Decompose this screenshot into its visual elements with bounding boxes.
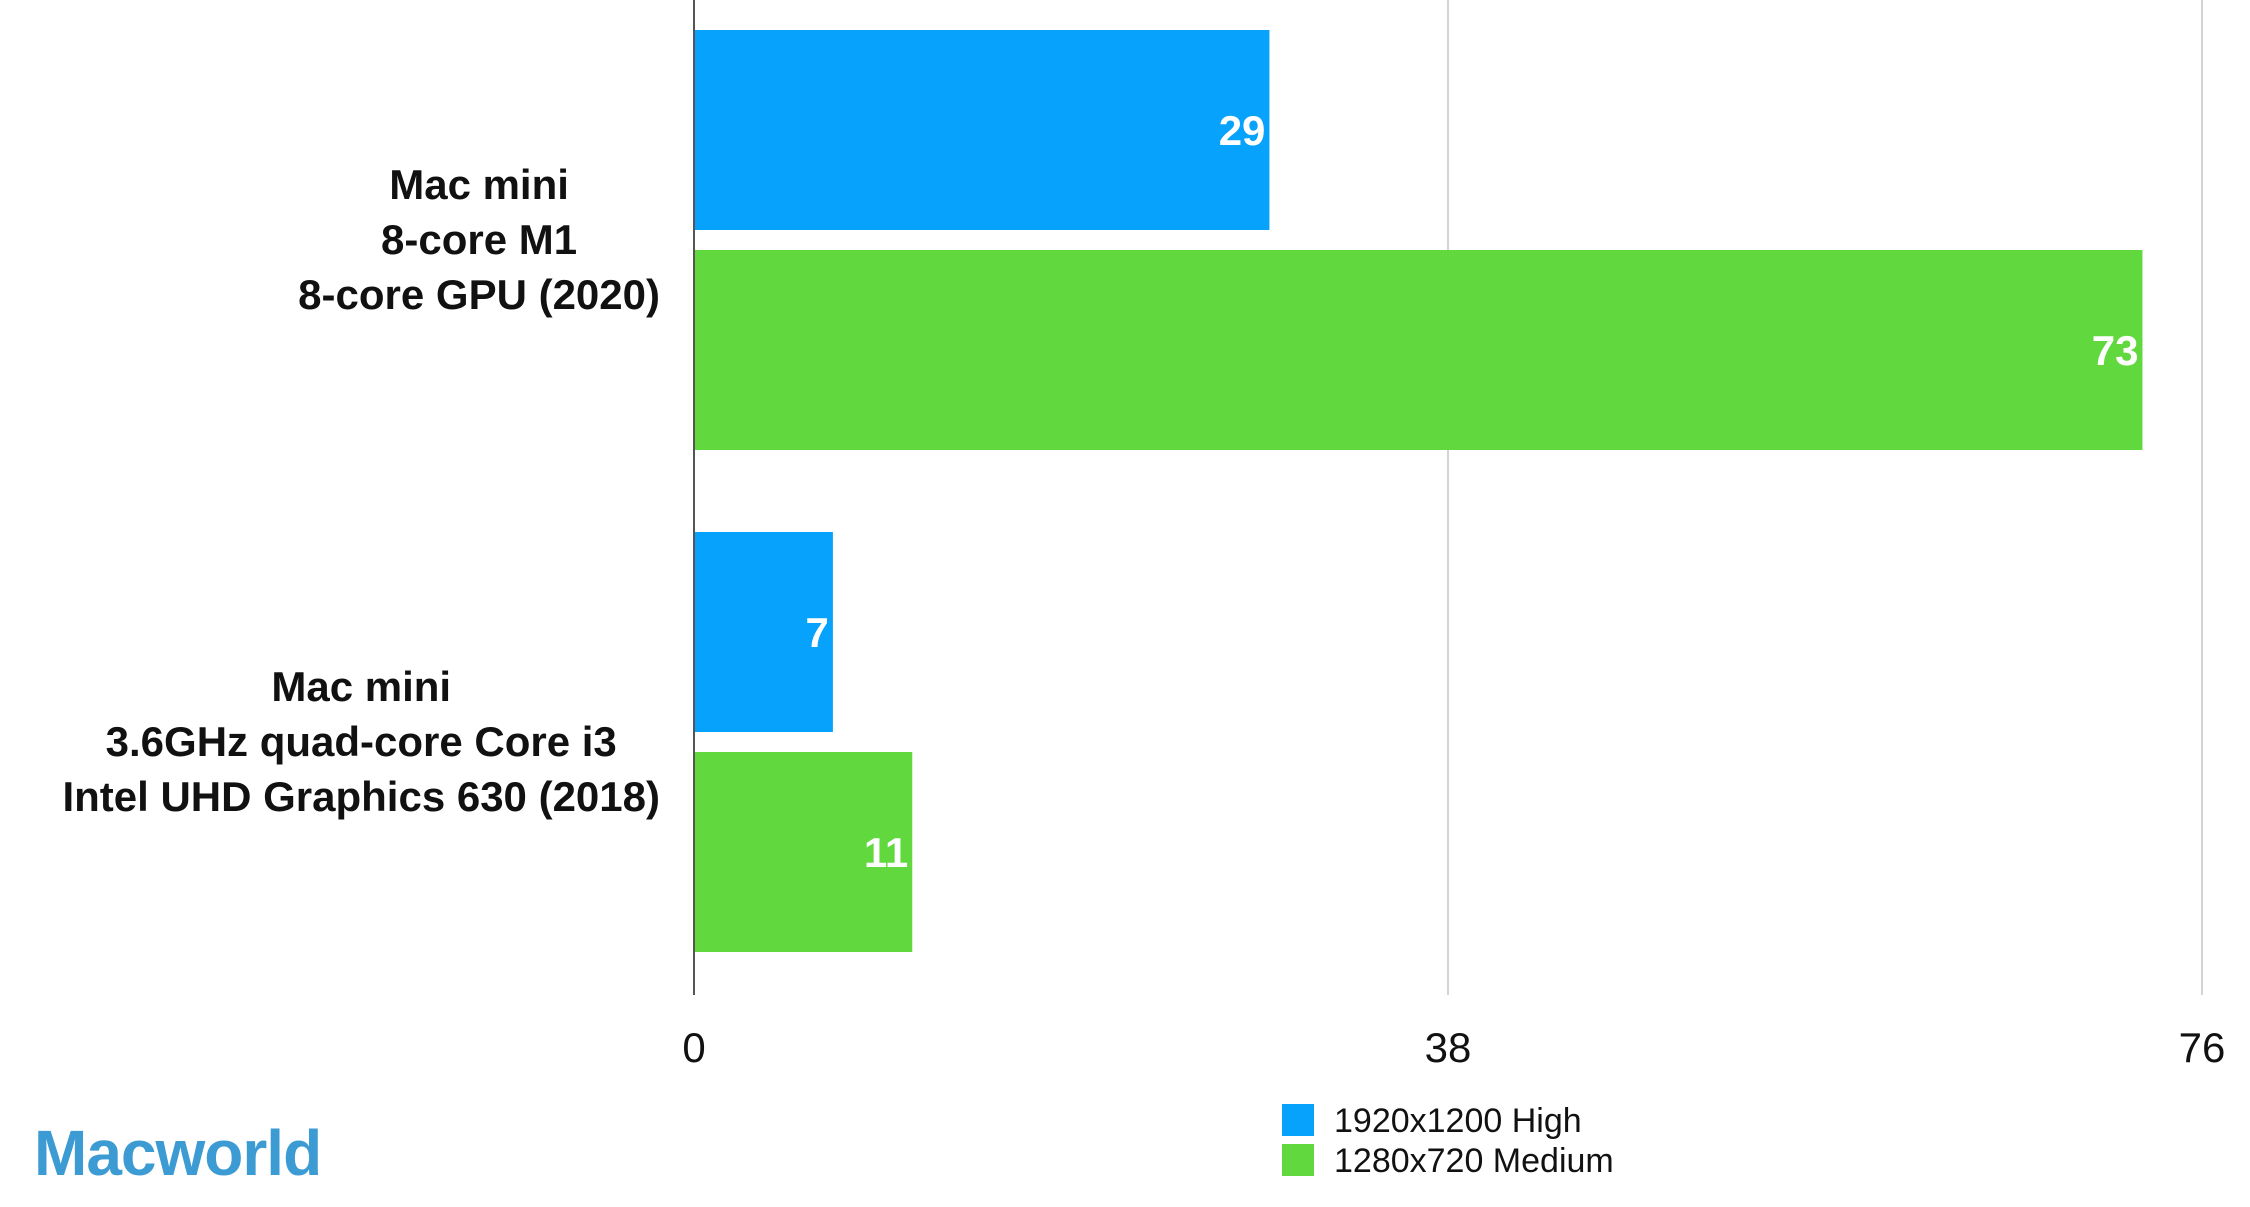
- bar-value-label: 29: [1219, 107, 1266, 154]
- legend-label: 1920x1200 High: [1334, 1102, 1582, 1140]
- bar: [694, 532, 833, 732]
- bar: [694, 250, 2143, 450]
- x-tick-label: 0: [682, 1024, 705, 1071]
- bar-value-label: 11: [864, 829, 908, 876]
- bar: [694, 30, 1270, 230]
- legend-label: 1280x720 Medium: [1334, 1142, 1614, 1180]
- x-tick-label: 76: [2179, 1024, 2226, 1071]
- legend-swatch: [1282, 1144, 1314, 1176]
- category-label: 8-core M1: [381, 216, 577, 263]
- macworld-logo: Macworld: [34, 1117, 321, 1189]
- x-tick-label: 38: [1425, 1024, 1472, 1071]
- category-label: Mac mini: [389, 161, 569, 208]
- legend-swatch: [1282, 1104, 1314, 1136]
- bar-value-label: 7: [806, 609, 829, 656]
- bar: [694, 752, 913, 952]
- category-label: Mac mini: [271, 663, 451, 710]
- category-label: 3.6GHz quad-core Core i3: [106, 718, 617, 765]
- category-label: Intel UHD Graphics 630 (2018): [62, 773, 660, 820]
- category-label: 8-core GPU (2020): [298, 271, 660, 318]
- bar-value-label: 73: [2092, 327, 2139, 374]
